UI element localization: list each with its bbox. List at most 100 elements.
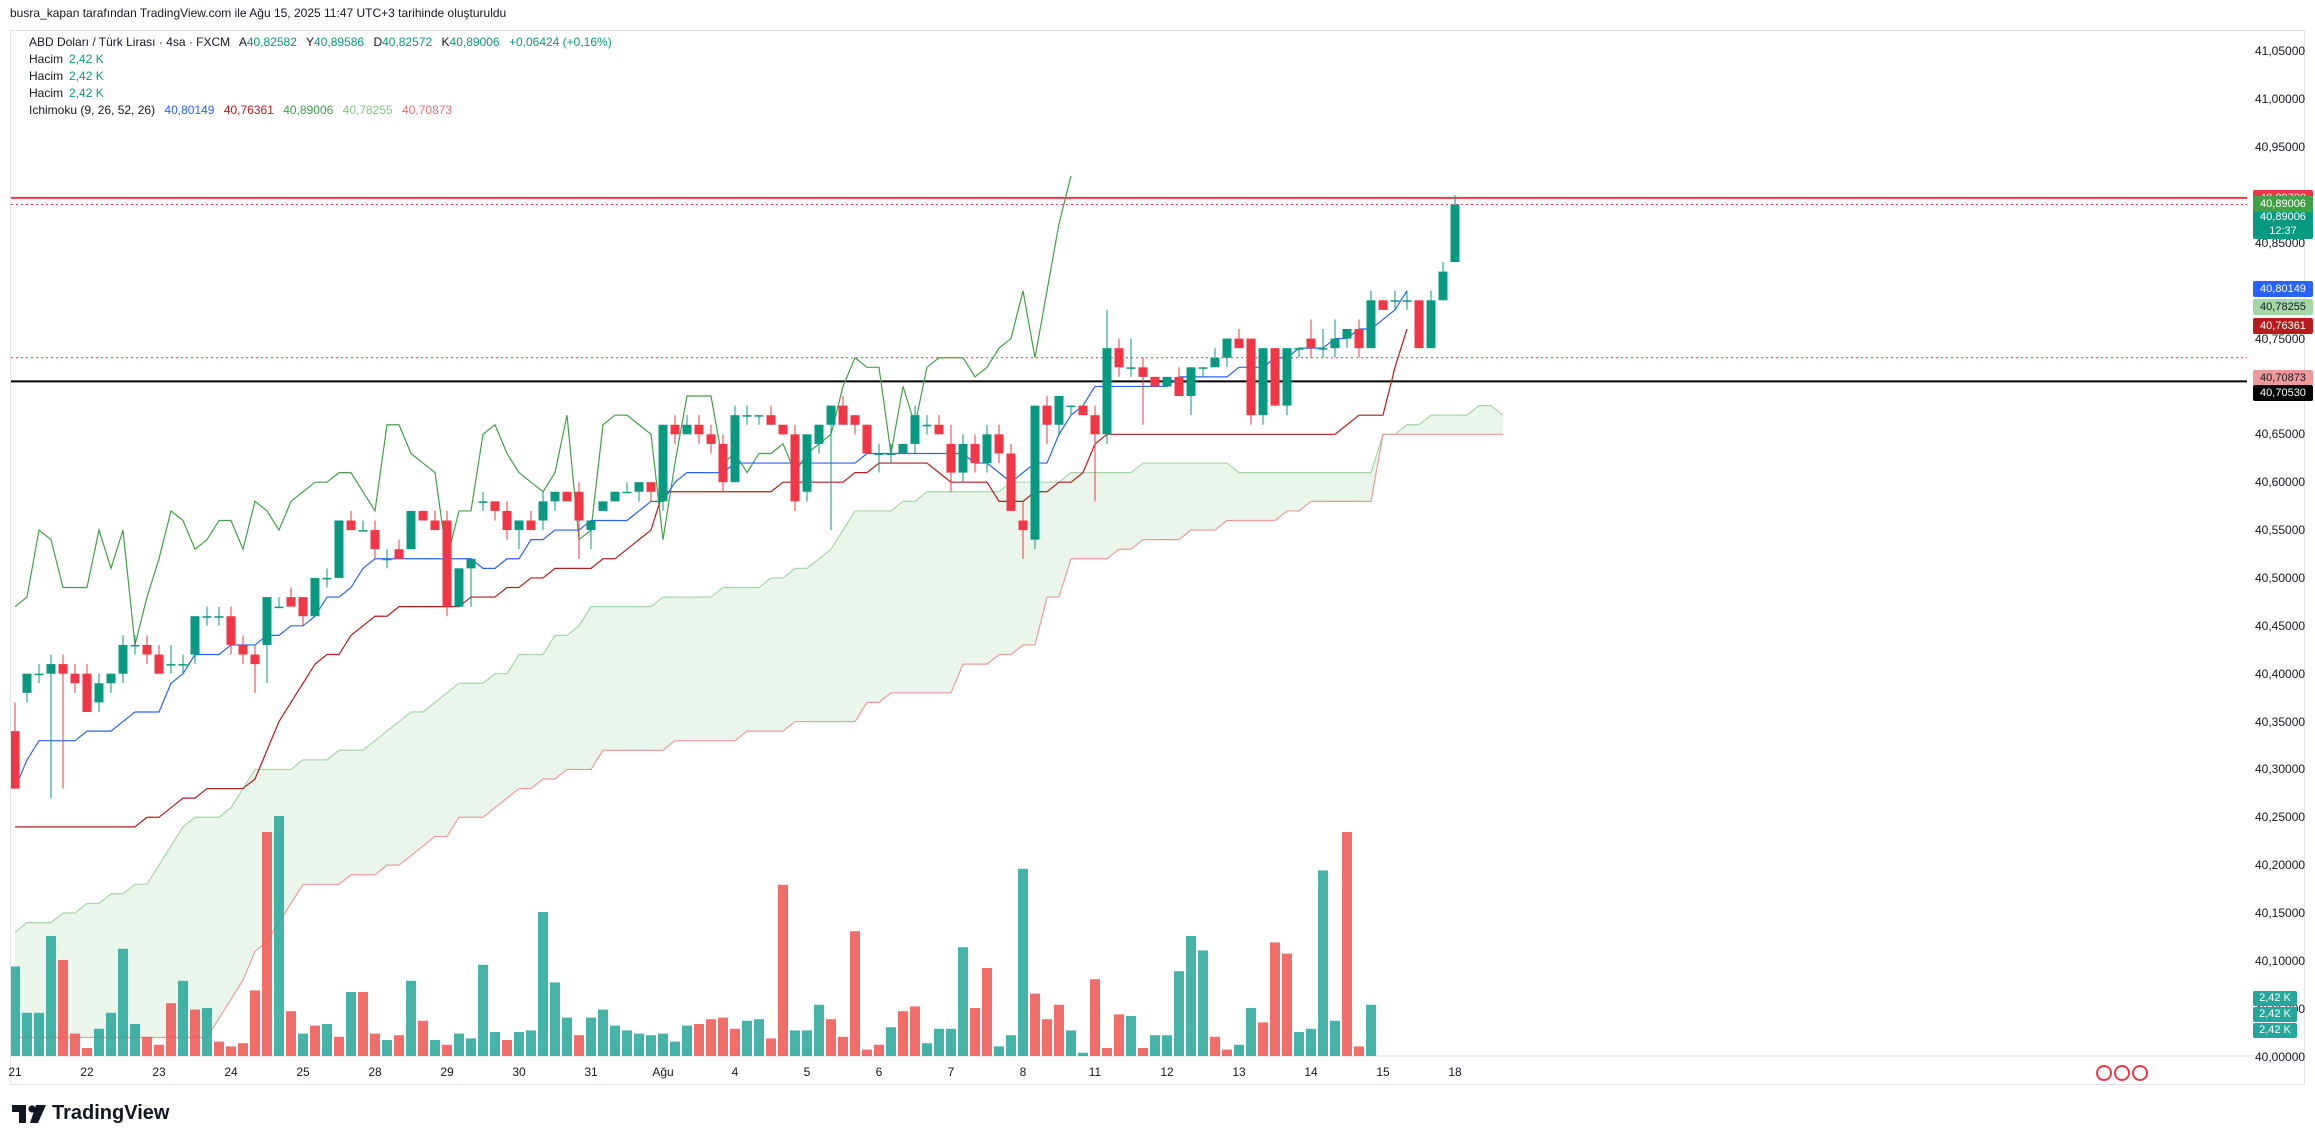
candle-body (862, 424, 872, 454)
high-value: 40,89586 (314, 35, 365, 49)
price-tick-label: 40,75000 (2255, 331, 2306, 346)
price-tag: 40,80149 (2253, 281, 2313, 298)
candle-body (142, 644, 152, 655)
volume-bar (202, 1008, 212, 1056)
volume-bar (34, 1012, 44, 1056)
price-tick-label: 40,65000 (2255, 427, 2306, 442)
price-tag: 40,70530 (2253, 384, 2313, 401)
candle-body (790, 434, 800, 502)
volume-bar (1366, 1004, 1376, 1056)
high-label: Y (306, 35, 315, 49)
candle-body (934, 424, 944, 435)
volume-bar (814, 1004, 824, 1056)
ichimoku-legend[interactable]: Ichimoku (9, 26, 52, 26) 40,80149 40,763… (29, 103, 458, 117)
time-tick-label: Ağu (652, 1065, 674, 1079)
volume-bar (994, 1046, 1004, 1056)
candle-body (1438, 271, 1448, 301)
candle-body (886, 453, 896, 455)
candle-body (1390, 300, 1400, 302)
candle-body (1090, 415, 1100, 435)
low-value: 40,82572 (382, 35, 433, 49)
low-label: D (373, 35, 383, 49)
volume-bar (58, 960, 68, 1056)
volume-bar (46, 936, 56, 1056)
candle-body (406, 510, 416, 550)
candle-body (1150, 376, 1160, 387)
volume-bar (94, 1028, 104, 1056)
us-flag-icon[interactable] (2132, 1065, 2148, 1081)
volume-legend-3[interactable]: Hacim 2,42 K (29, 86, 110, 100)
volume-bar (334, 1036, 344, 1056)
candle-body (802, 434, 812, 492)
tradingview-logo[interactable]: TradingView (12, 1102, 169, 1125)
volume-bar (70, 1033, 80, 1056)
us-flag-icon[interactable] (2114, 1065, 2130, 1081)
volume-bar (1354, 1046, 1364, 1056)
volume-bar (706, 1019, 716, 1056)
price-tick-label: 40,30000 (2255, 762, 2306, 777)
time-tick-label: 11 (1088, 1065, 1102, 1079)
candle-body (94, 683, 104, 703)
candle-body (694, 424, 704, 435)
volume-legend-1[interactable]: Hacim 2,42 K (29, 52, 110, 66)
volume-bar (394, 1035, 404, 1056)
us-flag-icon[interactable] (2096, 1065, 2112, 1081)
volume-value: 2,42 K (69, 69, 104, 83)
volume-bar (310, 1025, 320, 1056)
span-b-value: 40,70873 (402, 103, 453, 117)
volume-bar (490, 1032, 500, 1056)
symbol-name[interactable]: ABD Doları / Türk Lirası · 4sa · FXCM (29, 35, 231, 49)
volume-bar (1210, 1036, 1220, 1056)
price-tag: 40,76361 (2253, 317, 2313, 334)
candle-body (658, 424, 668, 502)
volume-bar (298, 1033, 308, 1056)
volume-bar (238, 1043, 248, 1056)
candle-body (298, 597, 308, 617)
price-tag: 12:37 (2253, 222, 2313, 239)
price-tick-label: 40,55000 (2255, 523, 2306, 538)
candle-body (1066, 405, 1076, 408)
candle-body (634, 482, 644, 492)
candle-body (1186, 367, 1196, 397)
candle-body (586, 520, 596, 531)
candle-body (370, 530, 380, 550)
candle-body (1126, 367, 1136, 369)
price-tick-label: 40,95000 (2255, 140, 2306, 155)
volume-bar (790, 1030, 800, 1056)
volume-bar (1138, 1048, 1148, 1056)
volume-bar (538, 912, 548, 1056)
candle-body (442, 520, 452, 607)
price-tick-label: 40,00000 (2255, 1049, 2306, 1064)
candle-body (670, 424, 680, 435)
candle-body (34, 673, 44, 676)
volume-bar (718, 1017, 728, 1056)
candle-body (214, 616, 224, 618)
candle-body (550, 491, 560, 502)
volume-bar (1114, 1014, 1124, 1056)
candle-body (238, 644, 248, 655)
open-label: A (238, 35, 247, 49)
close-value: 40,89006 (449, 35, 500, 49)
candle-body (970, 443, 980, 464)
price-tick-label: 40,10000 (2255, 953, 2306, 968)
volume-bar (82, 1048, 92, 1056)
candle-body (622, 491, 632, 494)
price-tick-label: 40,60000 (2255, 475, 2306, 490)
volume-bar (874, 1044, 884, 1056)
tenkan-value: 40,80149 (164, 103, 215, 117)
candle-body (286, 597, 296, 607)
chikou-value: 40,89006 (283, 103, 334, 117)
volume-legend-2[interactable]: Hacim 2,42 K (29, 69, 110, 83)
tradingview-logo-icon (12, 1104, 46, 1123)
volume-bar (862, 1049, 872, 1056)
volume-bar (166, 1003, 176, 1056)
candle-body (1198, 367, 1208, 369)
volume-bar (262, 832, 272, 1056)
candle-body (1138, 367, 1148, 377)
price-tag: 40,78255 (2253, 299, 2313, 316)
volume-tag: 2,42 K (2253, 991, 2297, 1006)
chart-frame[interactable]: ABD Doları / Türk Lirası · 4sa · FXCM A 4… (8, 30, 2313, 1085)
price-chart-svg[interactable] (11, 31, 2304, 1084)
volume-tag: 2,42 K (2253, 1023, 2297, 1038)
volume-bar (934, 1028, 944, 1056)
